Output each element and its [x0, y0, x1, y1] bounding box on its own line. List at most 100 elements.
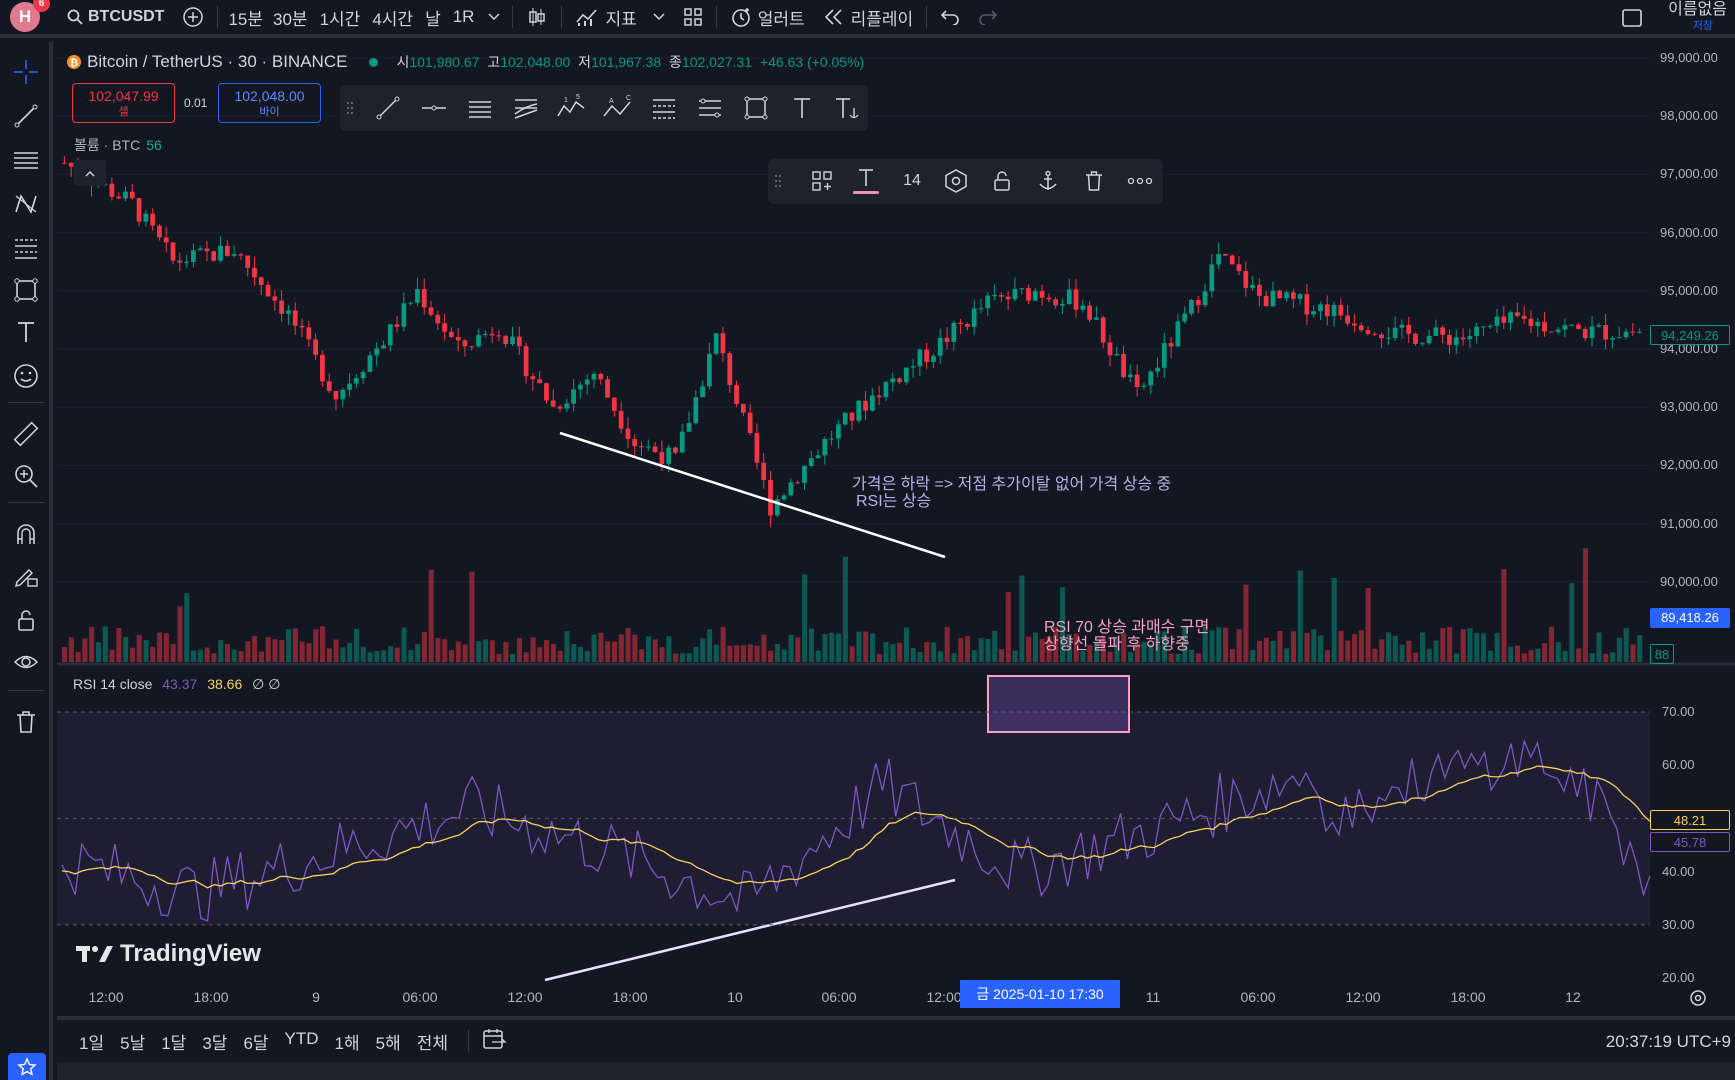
collapse-legend-button[interactable]: [74, 160, 106, 186]
delete-button[interactable]: [1078, 165, 1110, 197]
compare-button[interactable]: [173, 0, 213, 36]
tradingview-logo[interactable]: TradingView: [76, 940, 261, 968]
candle-body: [1012, 289, 1018, 300]
magnet-tool[interactable]: [10, 518, 42, 550]
tf-1d[interactable]: 날: [419, 0, 447, 36]
candle-body: [1433, 327, 1439, 336]
divergence-note[interactable]: 가격은 하락 => 저점 추가이탈 없어 가격 상승 중 RSI는 상승: [852, 476, 1171, 510]
range-button[interactable]: 1달: [161, 1033, 187, 1053]
replay-button[interactable]: 리플레이: [814, 0, 923, 36]
drag-handle[interactable]: [768, 165, 788, 197]
tf-30m[interactable]: 30분: [267, 0, 314, 36]
range-button[interactable]: 3달: [202, 1033, 228, 1053]
hide-drawings-tool[interactable]: [10, 646, 42, 678]
timeframe-dropdown[interactable]: [480, 0, 508, 36]
remove-drawings-tool[interactable]: [10, 706, 42, 738]
draw-mode-tool[interactable]: [10, 560, 42, 592]
rsi-trend-line[interactable]: [544, 878, 956, 982]
layouts-button[interactable]: [674, 0, 712, 36]
symbol-title[interactable]: Bitcoin / TetherUS · 30 · BINANCE: [87, 52, 348, 71]
text-button[interactable]: [786, 92, 818, 124]
range-button[interactable]: 전체: [416, 1033, 449, 1053]
lock-button[interactable]: [986, 165, 1018, 197]
range-button[interactable]: 1해: [334, 1033, 360, 1053]
price-trend-line[interactable]: [559, 431, 946, 559]
trend-line-button[interactable]: [372, 92, 404, 124]
crosshair-icon: [14, 60, 38, 84]
font-size-button[interactable]: 14: [896, 165, 928, 197]
range-button[interactable]: 5날: [120, 1033, 146, 1053]
volume-bar: [245, 641, 251, 662]
drag-handle[interactable]: [340, 92, 360, 124]
symbol-search[interactable]: BTCUSDT: [58, 0, 173, 36]
fib-retracement-button[interactable]: [648, 92, 680, 124]
templates-button[interactable]: [806, 165, 838, 197]
time-label: 12:00: [1345, 989, 1381, 1005]
volume-bar: [1189, 649, 1195, 662]
rsi-overbought-box[interactable]: [987, 675, 1130, 733]
market-status-dot[interactable]: [369, 57, 379, 67]
shape-tool[interactable]: [10, 274, 42, 306]
ruler-tool[interactable]: [10, 418, 42, 450]
clock[interactable]: 20:37:19 UTC+9: [1605, 1032, 1731, 1051]
buy-button[interactable]: 102,048.00 바이: [218, 83, 321, 123]
layout-name[interactable]: 이름없음 저장: [1668, 2, 1727, 34]
range-button[interactable]: 1일: [79, 1033, 105, 1053]
horizontal-ray-button[interactable]: [418, 92, 450, 124]
rsi-ma-line: [61, 765, 1651, 889]
symbol-legend: ₿ Bitcoin / TetherUS · 30 · BINANCE 시101…: [66, 52, 864, 72]
chart-type-button[interactable]: [517, 0, 557, 36]
settings-button[interactable]: [940, 165, 972, 197]
more-button[interactable]: [1124, 165, 1156, 197]
range-button[interactable]: YTD: [284, 1028, 319, 1048]
volume-bar: [632, 634, 638, 662]
redo-button[interactable]: [969, 0, 1007, 36]
rectangle-button[interactable]: [740, 92, 772, 124]
sell-button[interactable]: 102,047.99 셀: [72, 83, 175, 123]
alert-button[interactable]: 얼러트: [721, 0, 814, 36]
time-axis[interactable]: 12:00 18:00 9 06:00 12:00 18:00 10 06:00 12:00 11…: [57, 985, 1657, 1013]
fullscreen-button[interactable]: [1621, 8, 1643, 33]
text-tool[interactable]: [10, 316, 42, 348]
candle-body: [1616, 337, 1622, 339]
volume-bar: [510, 653, 516, 662]
candle-body: [462, 340, 468, 347]
tf-1r[interactable]: 1R: [447, 0, 481, 36]
axis-settings-button[interactable]: [1688, 988, 1708, 1013]
anchor-button[interactable]: [1032, 165, 1064, 197]
zoom-tool[interactable]: [10, 460, 42, 492]
trend-line-tool[interactable]: [10, 100, 42, 132]
fib-tool[interactable]: [10, 232, 42, 264]
pitchfork-button[interactable]: [510, 92, 542, 124]
goto-date-button[interactable]: [481, 1027, 507, 1056]
fib-channel-button[interactable]: [694, 92, 726, 124]
anchored-text-button[interactable]: [830, 92, 862, 124]
range-button[interactable]: 6달: [243, 1033, 269, 1053]
text-color-button[interactable]: [850, 165, 882, 197]
candle-body: [985, 295, 991, 309]
rsi-legend[interactable]: RSI 14 close 43.37 38.66 ∅ ∅: [73, 676, 280, 693]
tf-4h[interactable]: 4시간: [366, 0, 419, 36]
parallel-channel-button[interactable]: [464, 92, 496, 124]
fib-channel-icon: [699, 98, 721, 118]
lock-drawings-tool[interactable]: [10, 604, 42, 636]
emoji-tool[interactable]: [10, 360, 42, 392]
horizontal-lines-tool[interactable]: [10, 144, 42, 176]
overbought-note[interactable]: RSI 70 상승 과매수 구면 상향선 돌파 후 하향중: [1044, 619, 1209, 653]
volume-legend[interactable]: 볼륨 · BTC 56: [74, 135, 162, 155]
tf-15m[interactable]: 15분: [222, 0, 267, 36]
undo-button[interactable]: [931, 0, 969, 36]
candle-body: [218, 245, 223, 261]
user-avatar[interactable]: H 6: [10, 0, 50, 32]
tf-1h[interactable]: 1시간: [314, 0, 367, 36]
crosshair-tool[interactable]: [10, 56, 42, 88]
indicators-button[interactable]: 지표: [566, 0, 673, 36]
range-button[interactable]: 5해: [375, 1033, 401, 1053]
favorites-button[interactable]: [8, 1053, 46, 1080]
candle-body: [774, 499, 780, 516]
candle-body: [1032, 291, 1038, 301]
pattern-tool[interactable]: [10, 188, 42, 220]
